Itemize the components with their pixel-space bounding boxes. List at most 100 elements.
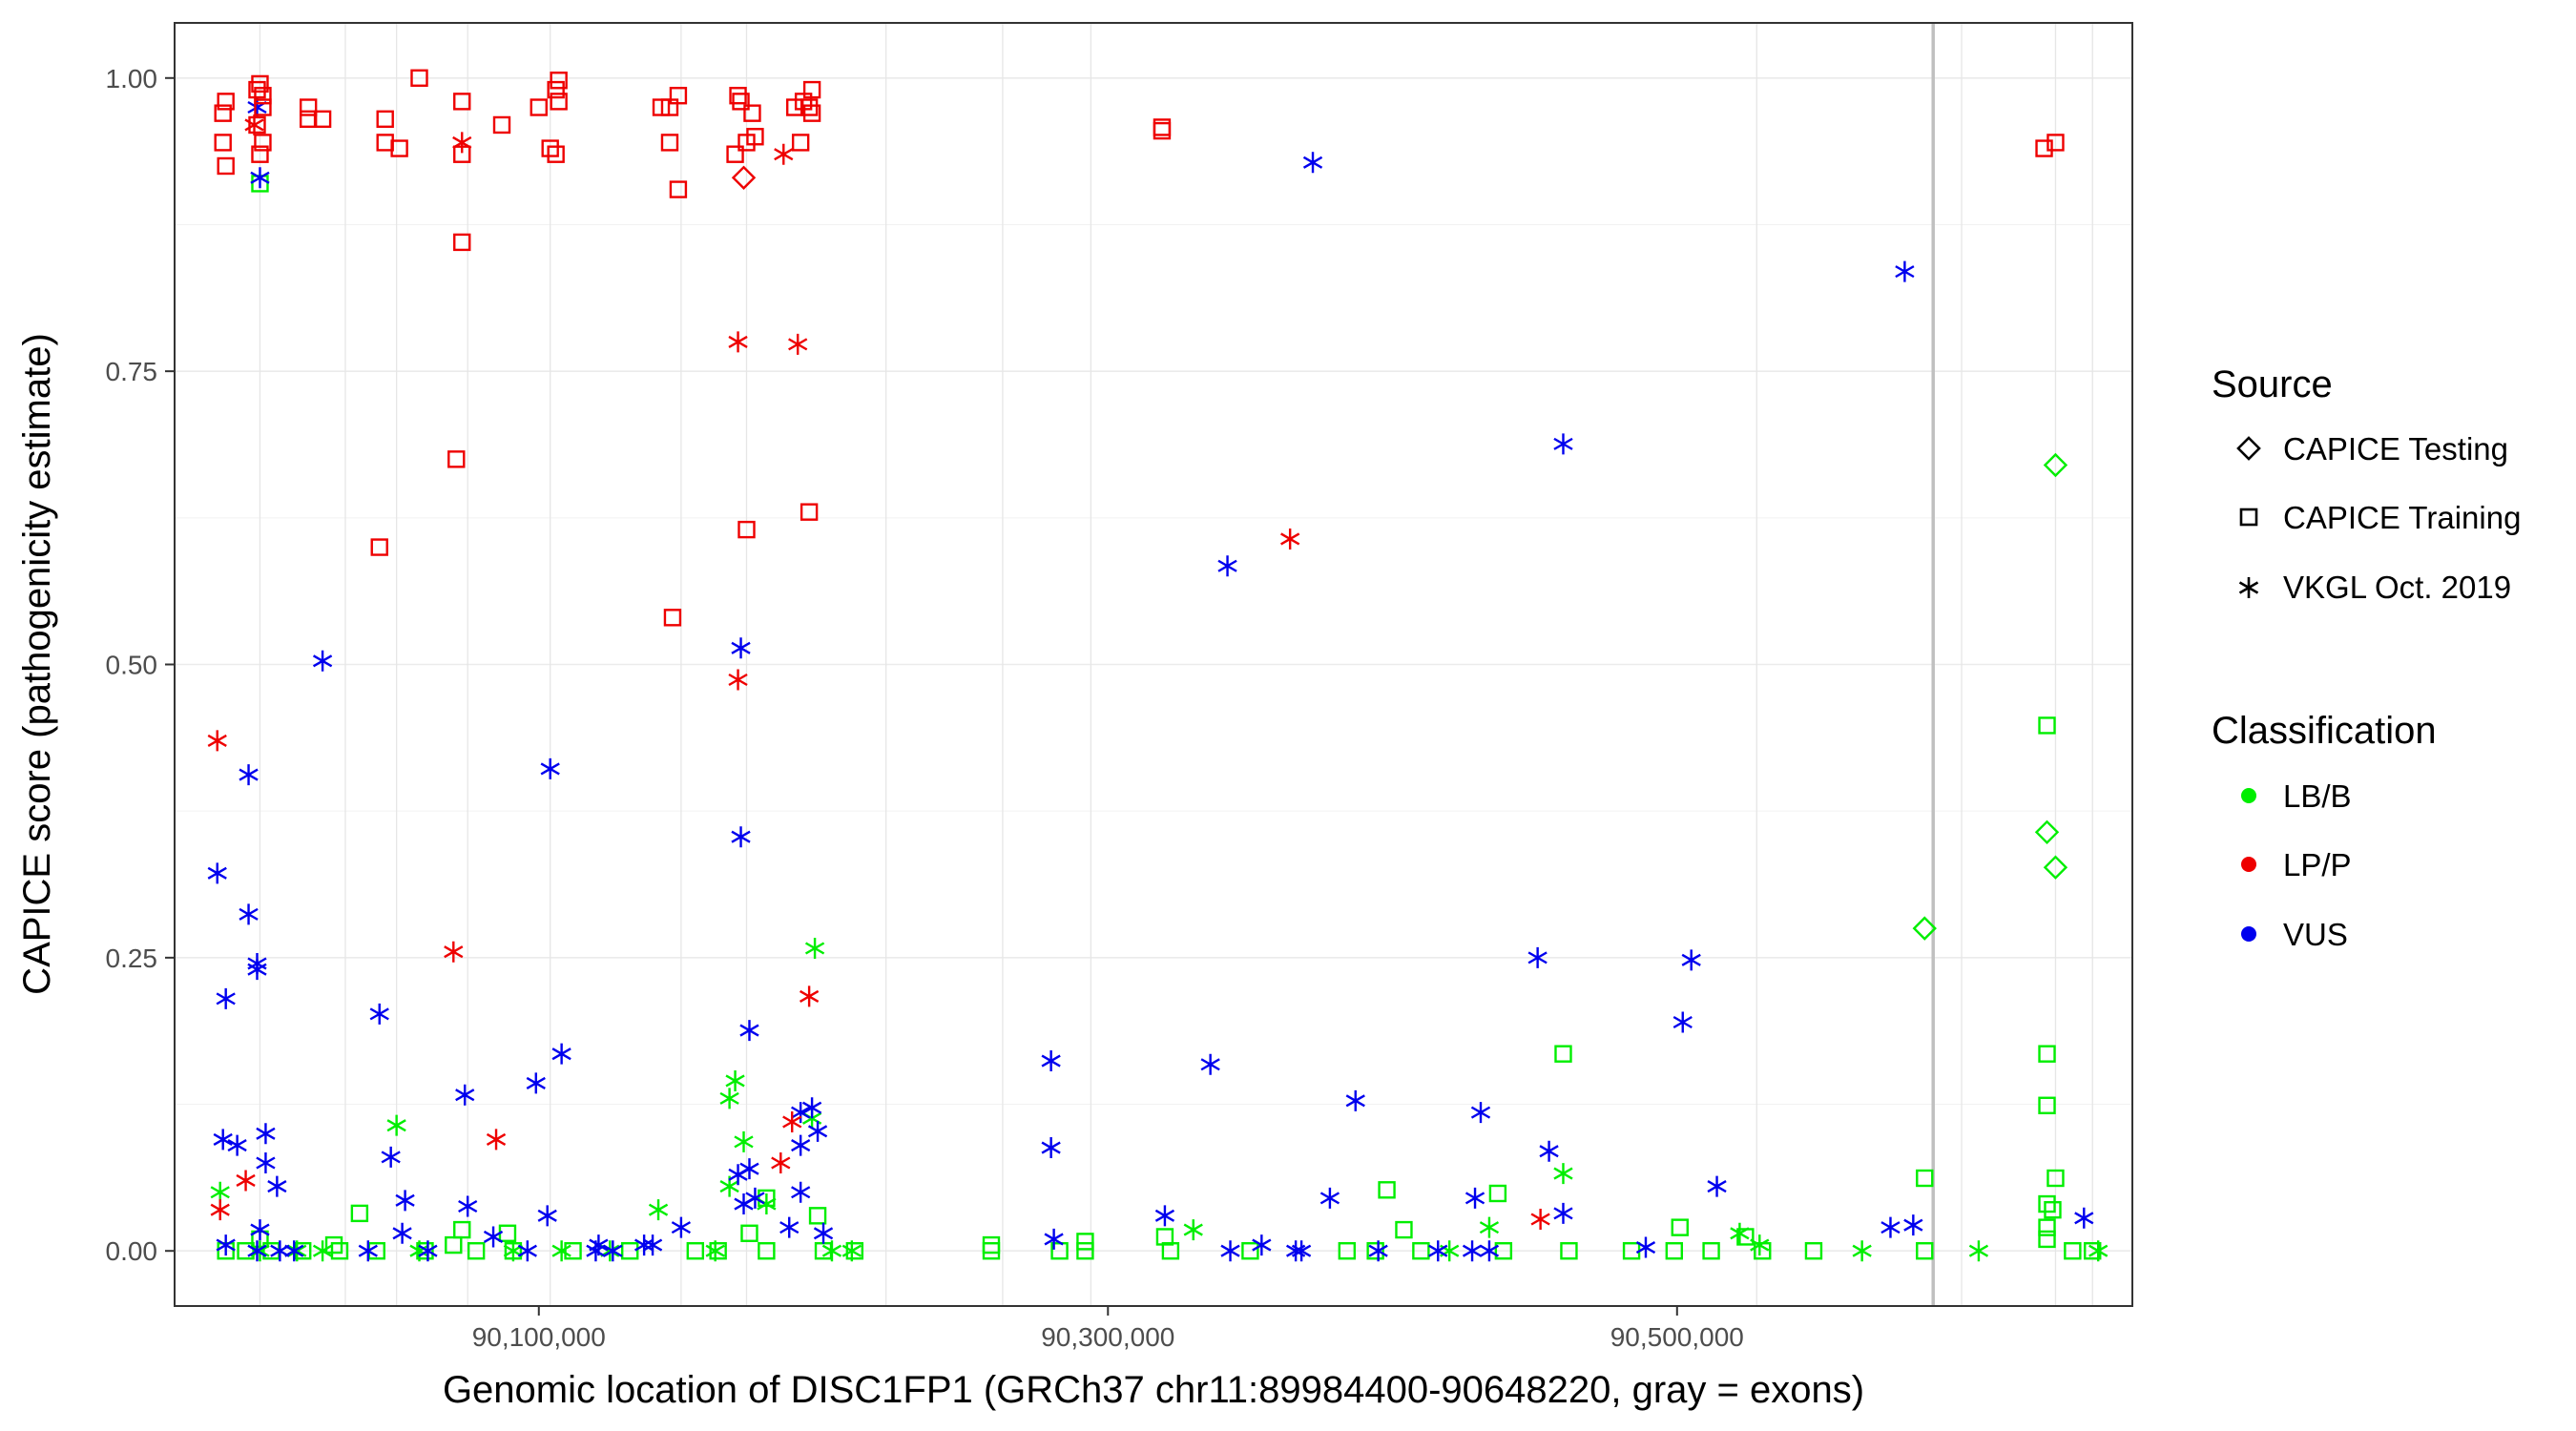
- data-point: [247, 1240, 267, 1262]
- legend-label-vkgl: VKGL Oct. 2019: [2283, 570, 2511, 605]
- data-point: [1338, 1242, 1357, 1260]
- data-point: [299, 98, 318, 116]
- data-point: [247, 959, 267, 981]
- data-point: [1252, 1234, 1272, 1256]
- data-point: [256, 1123, 276, 1145]
- data-point: [621, 1242, 639, 1260]
- data-point: [409, 1240, 429, 1262]
- data-point: [2043, 855, 2068, 880]
- data-point: [1912, 916, 1937, 941]
- data-point: [821, 1240, 842, 1262]
- data-point: [1217, 555, 1237, 577]
- data-point: [1903, 1214, 1923, 1236]
- data-point: [1395, 1220, 1413, 1239]
- data-point: [791, 134, 810, 152]
- y-tick-label: 0.50: [106, 651, 158, 680]
- data-point: [458, 1195, 478, 1217]
- data-point: [745, 1187, 765, 1209]
- data-point: [731, 637, 751, 659]
- data-point: [217, 156, 235, 176]
- data-point: [732, 93, 750, 111]
- data-point: [1804, 1242, 1823, 1260]
- data-point: [350, 1204, 369, 1223]
- data-point: [299, 110, 318, 129]
- data-point: [1880, 1216, 1901, 1238]
- data-point: [2038, 1096, 2056, 1114]
- data-point: [845, 1242, 864, 1260]
- data-point: [1153, 121, 1172, 140]
- data-point: [726, 145, 744, 163]
- x-tick-label: 90,100,000: [472, 1322, 606, 1352]
- data-point: [2034, 819, 2060, 845]
- data-point: [2035, 139, 2053, 157]
- legend-key-capice-training: CAPICE Training: [2239, 500, 2521, 535]
- data-point: [1916, 1242, 1934, 1260]
- data-point: [1494, 1242, 1513, 1260]
- data-point: [642, 1234, 663, 1256]
- data-point: [239, 903, 259, 925]
- data-point: [1076, 1242, 1094, 1260]
- data-point: [1672, 1011, 1693, 1033]
- data-point: [1412, 1242, 1430, 1260]
- data-point: [217, 93, 235, 111]
- data-point: [734, 1193, 754, 1215]
- data-point: [671, 1216, 692, 1238]
- data-point: [2046, 134, 2065, 152]
- data-point: [395, 1190, 415, 1212]
- data-point: [1345, 1089, 1365, 1111]
- data-point: [1291, 1240, 1312, 1262]
- data-point: [2074, 1207, 2094, 1229]
- data-point: [236, 1170, 256, 1192]
- data-point: [551, 1240, 571, 1262]
- data-point: [483, 1226, 504, 1248]
- data-point: [807, 1120, 828, 1142]
- data-point: [1470, 1102, 1491, 1124]
- data-point: [1280, 528, 1300, 550]
- data-point: [813, 1222, 834, 1244]
- data-point: [734, 1130, 754, 1152]
- data-point: [729, 87, 747, 105]
- data-point: [251, 74, 269, 93]
- data-point: [1553, 433, 1573, 455]
- data-point: [453, 93, 471, 111]
- data-point: [526, 1072, 546, 1094]
- data-point: [467, 1242, 486, 1260]
- y-tick-label: 0.75: [106, 357, 158, 386]
- legend-key-capice-testing: CAPICE Testing: [2236, 431, 2508, 467]
- data-point: [213, 1129, 233, 1151]
- data-point: [1161, 1242, 1180, 1260]
- data-point: [663, 609, 682, 627]
- data-point: [392, 1222, 412, 1244]
- data-point: [586, 1240, 606, 1262]
- data-point: [1530, 1209, 1550, 1231]
- data-point: [802, 80, 821, 99]
- data-point: [841, 1240, 862, 1262]
- legend-label-capice-testing: CAPICE Testing: [2283, 431, 2508, 467]
- data-point: [1527, 946, 1548, 968]
- data-point: [254, 134, 272, 152]
- data-point: [2038, 1045, 2056, 1063]
- data-point: [248, 80, 266, 99]
- data-point: [250, 1219, 270, 1241]
- exon-layer: [259, 23, 2093, 1306]
- data-point: [758, 1242, 776, 1260]
- data-point: [737, 134, 756, 152]
- data-point: [452, 132, 472, 154]
- data-point: [1750, 1234, 1770, 1256]
- data-point: [287, 1240, 307, 1262]
- data-point: [719, 1088, 739, 1110]
- data-point: [541, 139, 559, 157]
- data-point: [774, 143, 794, 165]
- data-point: [1554, 1045, 1572, 1063]
- data-point: [547, 145, 565, 163]
- data-point: [728, 331, 748, 353]
- data-point: [982, 1235, 1001, 1255]
- data-point: [791, 1181, 811, 1203]
- data-point: [1041, 1137, 1061, 1159]
- data-point: [445, 1235, 463, 1255]
- data-point: [376, 134, 394, 152]
- data-point: [725, 1069, 745, 1091]
- data-point: [1302, 152, 1323, 174]
- data-point: [370, 538, 388, 556]
- data-point: [251, 145, 269, 163]
